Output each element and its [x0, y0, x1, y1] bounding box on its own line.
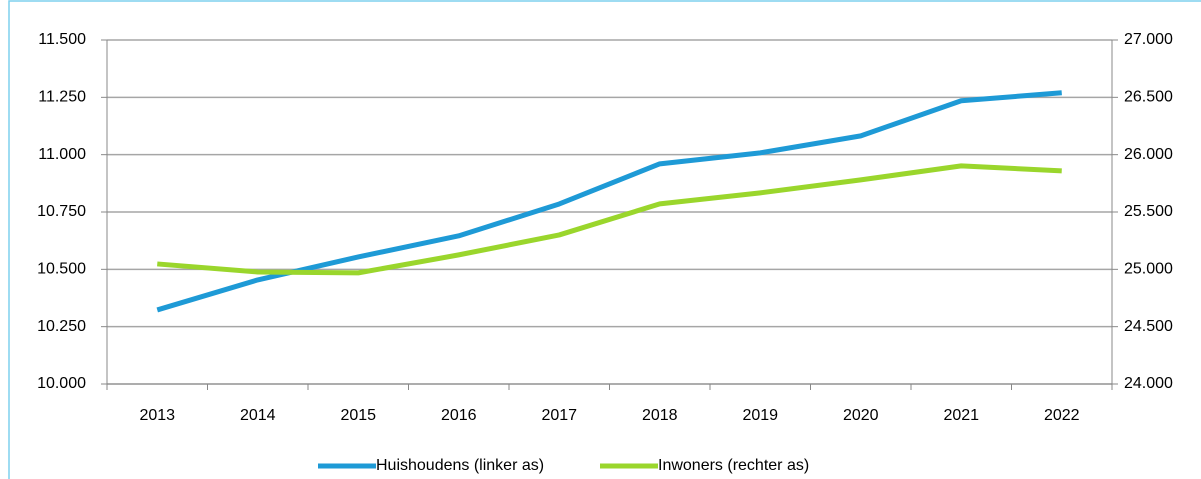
x-tick-label: 2019 [742, 407, 778, 424]
x-tick-label: 2017 [541, 407, 577, 424]
x-tick-label: 2016 [441, 407, 477, 424]
y-tick-label: 11.250 [38, 89, 86, 106]
line-series [156, 90, 1062, 313]
y-tick-label: 10.250 [37, 318, 86, 335]
y-tick-label: 10.500 [37, 261, 86, 278]
y2-tick-label: 26.000 [1124, 146, 1173, 163]
y2-tick-label: 25.500 [1124, 203, 1173, 220]
y2-tick-label: 25.000 [1124, 261, 1173, 278]
x-tick-label: 2021 [943, 407, 979, 424]
x-tick-label: 2020 [843, 407, 879, 424]
x-tick-label: 2013 [139, 407, 175, 424]
y-tick-label: 10.000 [37, 375, 86, 392]
y2-tick-label: 24.500 [1124, 318, 1173, 335]
x-tick-label: 2022 [1044, 407, 1080, 424]
y-tick-label: 10.750 [37, 203, 86, 220]
frame [8, 0, 1201, 479]
x-tick-label: 2015 [340, 407, 376, 424]
y-tick-label: 11.000 [38, 146, 86, 163]
x-tick-label: 2018 [642, 407, 678, 424]
x-tick-label: 2014 [240, 407, 276, 424]
legend-label: Huishoudens (linker as) [376, 457, 544, 474]
legend-label: Inwoners (rechter as) [658, 457, 809, 474]
y2-tick-label: 26.500 [1124, 89, 1173, 106]
y-tick-label: 11.500 [38, 31, 86, 48]
line-series [157, 163, 1062, 276]
y2-tick-label: 24.000 [1124, 375, 1173, 392]
y2-tick-label: 27.000 [1124, 31, 1173, 48]
